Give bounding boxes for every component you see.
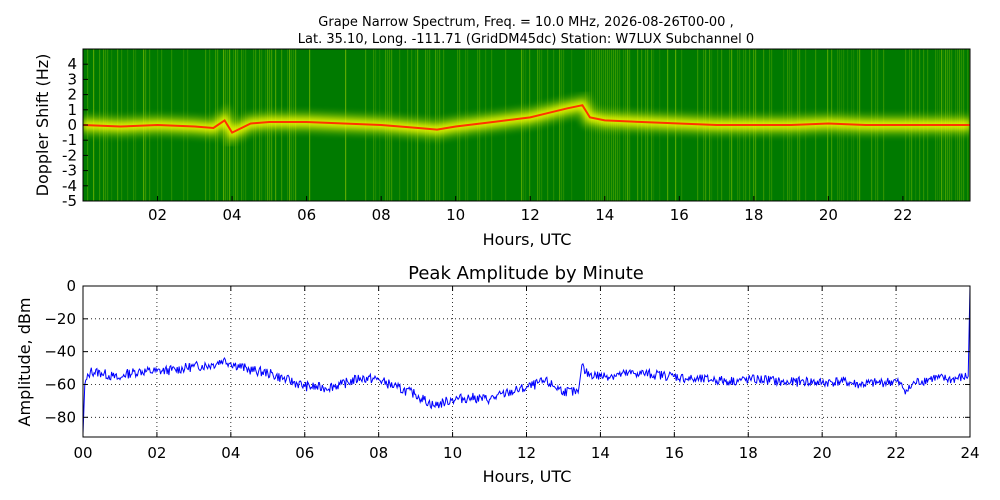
amplitude-ytick-label: −20 [44,310,76,328]
amplitude-xtick-label: 24 [960,444,979,462]
spectrogram-ylabel: Doppler Shift (Hz) [33,54,52,197]
amplitude-x-ticks: 00 02 04 06 08 10 12 14 16 18 20 22 24 [73,286,980,462]
spectrum-title-line1: Grape Narrow Spectrum, Freq. = 10.0 MHz,… [318,15,733,30]
spectrogram-xtick-label: 10 [446,206,465,224]
amplitude-xtick-label: 06 [295,444,314,462]
amplitude-xtick-label: 20 [813,444,832,462]
amplitude-ytick-label: 0 [66,277,76,295]
amplitude-xtick-label: 00 [73,444,92,462]
amplitude-xtick-label: 10 [443,444,462,462]
spectrogram-ytick-label: -5 [62,192,77,210]
amplitude-title: Peak Amplitude by Minute [408,263,644,284]
amplitude-y-ticks: 0 −20 −40 −60 −80 [44,277,970,426]
amplitude-xlabel: Hours, UTC [483,467,572,486]
carrier-trace [83,104,970,134]
spectrogram-xtick-label: 08 [372,206,391,224]
amplitude-ytick-label: −80 [44,408,76,426]
spectrogram-x-ticks: 02 04 06 08 10 12 14 16 18 20 22 [148,196,912,224]
spectrum-title-line2: Lat. 35.10, Long. -111.71 (GridDM45dc) S… [298,32,754,47]
spectrogram-streak [563,49,565,201]
spectrogram-xlabel: Hours, UTC [483,230,572,249]
amplitude-xtick-label: 14 [591,444,610,462]
spectrogram-ytick-label: 2 [67,86,77,104]
amplitude-panel: Peak Amplitude by Minute 0 −20 −40 −60 −80 0… [15,263,980,486]
amplitude-plot-area [83,286,970,437]
spectrogram-ytick-label: 4 [67,55,77,73]
spectrogram-xtick-label: 06 [297,206,316,224]
spectrogram-ytick-label: 1 [67,101,77,119]
amplitude-xtick-label: 02 [147,444,166,462]
amplitude-xtick-label: 22 [887,444,906,462]
spectrogram-xtick-label: 12 [521,206,540,224]
spectrogram-ytick-label: -2 [62,146,77,164]
amplitude-xtick-label: 18 [739,444,758,462]
amplitude-ytick-label: −40 [44,343,76,361]
spectrogram-ytick-label: 3 [67,70,77,88]
spectrogram-ytick-label: -1 [62,131,77,149]
spectrogram-streak [561,49,563,201]
spectrogram-streak [559,49,561,201]
spectrogram-heatmap [83,49,970,201]
spectrogram-xtick-label: 20 [819,206,838,224]
spectrogram-ytick-label: -3 [62,162,77,180]
amplitude-xtick-label: 08 [369,444,388,462]
amplitude-line [83,286,970,434]
spectrogram-xtick-label: 04 [223,206,242,224]
spectrogram-streak [571,49,573,201]
spectrogram-streak [547,49,549,201]
spectrogram-xtick-label: 16 [670,206,689,224]
amplitude-xtick-label: 16 [665,444,684,462]
amplitude-ylabel: Amplitude, dBm [15,298,34,427]
amplitude-series [83,286,970,434]
spectrogram-ytick-label: -4 [62,177,77,195]
spectrogram-xtick-label: 02 [148,206,167,224]
spectrogram-xtick-label: 22 [893,206,912,224]
amplitude-ytick-label: −60 [44,375,76,393]
spectrogram-xtick-label: 14 [595,206,614,224]
spectrogram-streak [553,49,555,201]
amplitude-xtick-label: 12 [517,444,536,462]
spectrogram-xtick-label: 18 [744,206,763,224]
spectrogram-ytick-label: 0 [67,116,77,134]
amplitude-xtick-label: 04 [221,444,240,462]
